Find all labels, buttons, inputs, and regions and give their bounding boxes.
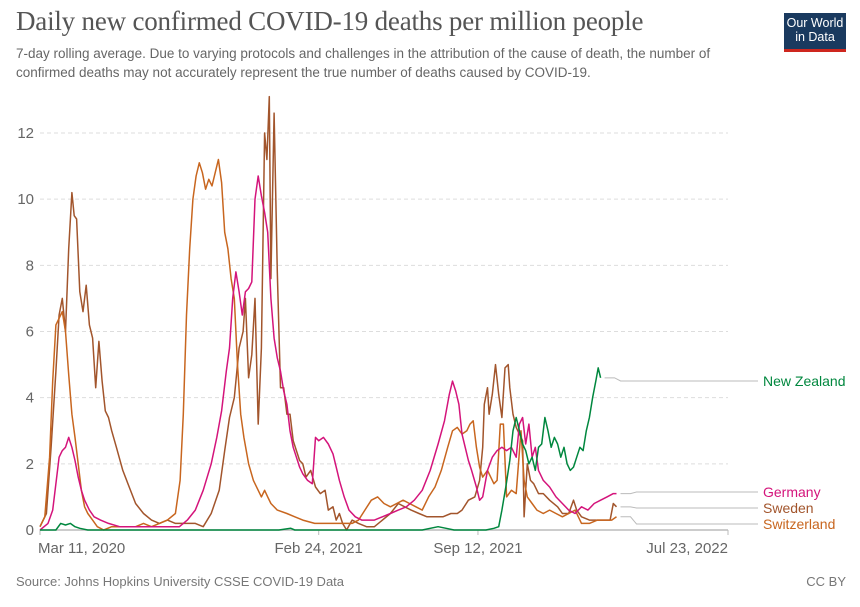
y-tick-label: 0: [26, 522, 34, 539]
series-line-sweden[interactable]: [39, 95, 618, 531]
end-label-sweden[interactable]: Sweden: [763, 500, 814, 516]
series-line-new-zealand[interactable]: [40, 367, 602, 531]
license-label[interactable]: CC BY: [806, 574, 846, 589]
owid-logo[interactable]: Our World in Data: [784, 13, 846, 52]
source-note[interactable]: Source: Johns Hopkins University CSSE CO…: [16, 574, 345, 589]
series-line-germany[interactable]: [39, 175, 617, 531]
y-tick-label: 4: [26, 390, 34, 407]
series-lines: [39, 95, 618, 531]
label-connector: [620, 491, 758, 495]
x-tick-label: Jul 23, 2022: [646, 540, 728, 557]
end-label-new-zealand[interactable]: New Zealand: [763, 373, 846, 389]
y-tick-label: 8: [26, 257, 34, 274]
x-tick-label: Feb 24, 2021: [275, 540, 363, 557]
y-axis-ticks: 0 2 4 6 8 10 12: [17, 125, 34, 539]
x-axis: Mar 11, 2020 Feb 24, 2021 Sep 12, 2021 Jul …: [38, 529, 729, 557]
y-tick-label: 2: [26, 456, 34, 473]
y-tick-label: 6: [26, 324, 34, 341]
label-connector: [620, 516, 758, 525]
end-label-switzerland[interactable]: Switzerland: [763, 516, 835, 532]
label-connector: [620, 506, 758, 509]
logo-line-2: in Data: [795, 30, 835, 44]
x-tick-label: Mar 11, 2020: [38, 540, 125, 557]
logo-accent-bar: [784, 49, 846, 52]
chart-title: Daily new confirmed COVID-19 deaths per …: [16, 6, 644, 36]
gridlines: [40, 132, 728, 465]
logo-line-1: Our World: [786, 16, 844, 30]
y-tick-label: 12: [17, 125, 34, 142]
end-label-germany[interactable]: Germany: [763, 484, 821, 500]
label-connector: [604, 377, 758, 382]
x-tick-label: Sep 12, 2021: [433, 540, 522, 557]
chart-subtitle: 7-day rolling average. Due to varying pr…: [16, 46, 711, 80]
y-tick-label: 10: [17, 191, 34, 208]
